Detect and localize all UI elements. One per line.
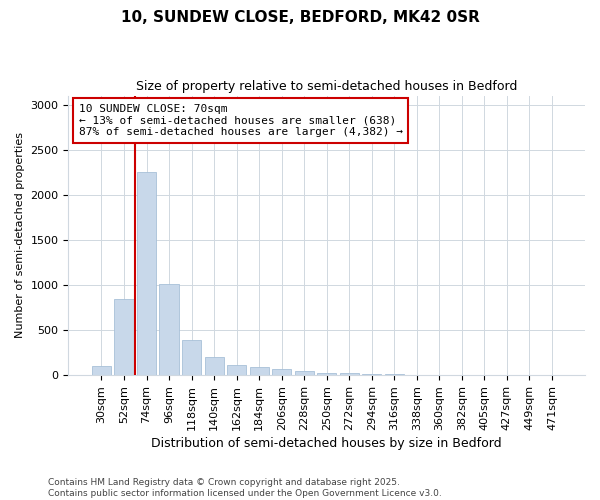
Bar bbox=[340, 374, 359, 375]
Bar bbox=[205, 357, 224, 375]
Text: 10 SUNDEW CLOSE: 70sqm
← 13% of semi-detached houses are smaller (638)
87% of se: 10 SUNDEW CLOSE: 70sqm ← 13% of semi-det… bbox=[79, 104, 403, 137]
Bar bbox=[385, 374, 404, 375]
Text: 10, SUNDEW CLOSE, BEDFORD, MK42 0SR: 10, SUNDEW CLOSE, BEDFORD, MK42 0SR bbox=[121, 10, 479, 25]
X-axis label: Distribution of semi-detached houses by size in Bedford: Distribution of semi-detached houses by … bbox=[151, 437, 502, 450]
Bar bbox=[272, 370, 291, 375]
Bar bbox=[92, 366, 111, 375]
Bar bbox=[182, 340, 201, 375]
Y-axis label: Number of semi-detached properties: Number of semi-detached properties bbox=[15, 132, 25, 338]
Bar bbox=[115, 298, 134, 375]
Bar bbox=[317, 372, 336, 375]
Bar bbox=[137, 172, 156, 375]
Bar bbox=[362, 374, 382, 375]
Bar bbox=[227, 366, 246, 375]
Title: Size of property relative to semi-detached houses in Bedford: Size of property relative to semi-detach… bbox=[136, 80, 517, 93]
Bar bbox=[250, 366, 269, 375]
Bar bbox=[295, 371, 314, 375]
Text: Contains HM Land Registry data © Crown copyright and database right 2025.
Contai: Contains HM Land Registry data © Crown c… bbox=[48, 478, 442, 498]
Bar bbox=[160, 284, 179, 375]
